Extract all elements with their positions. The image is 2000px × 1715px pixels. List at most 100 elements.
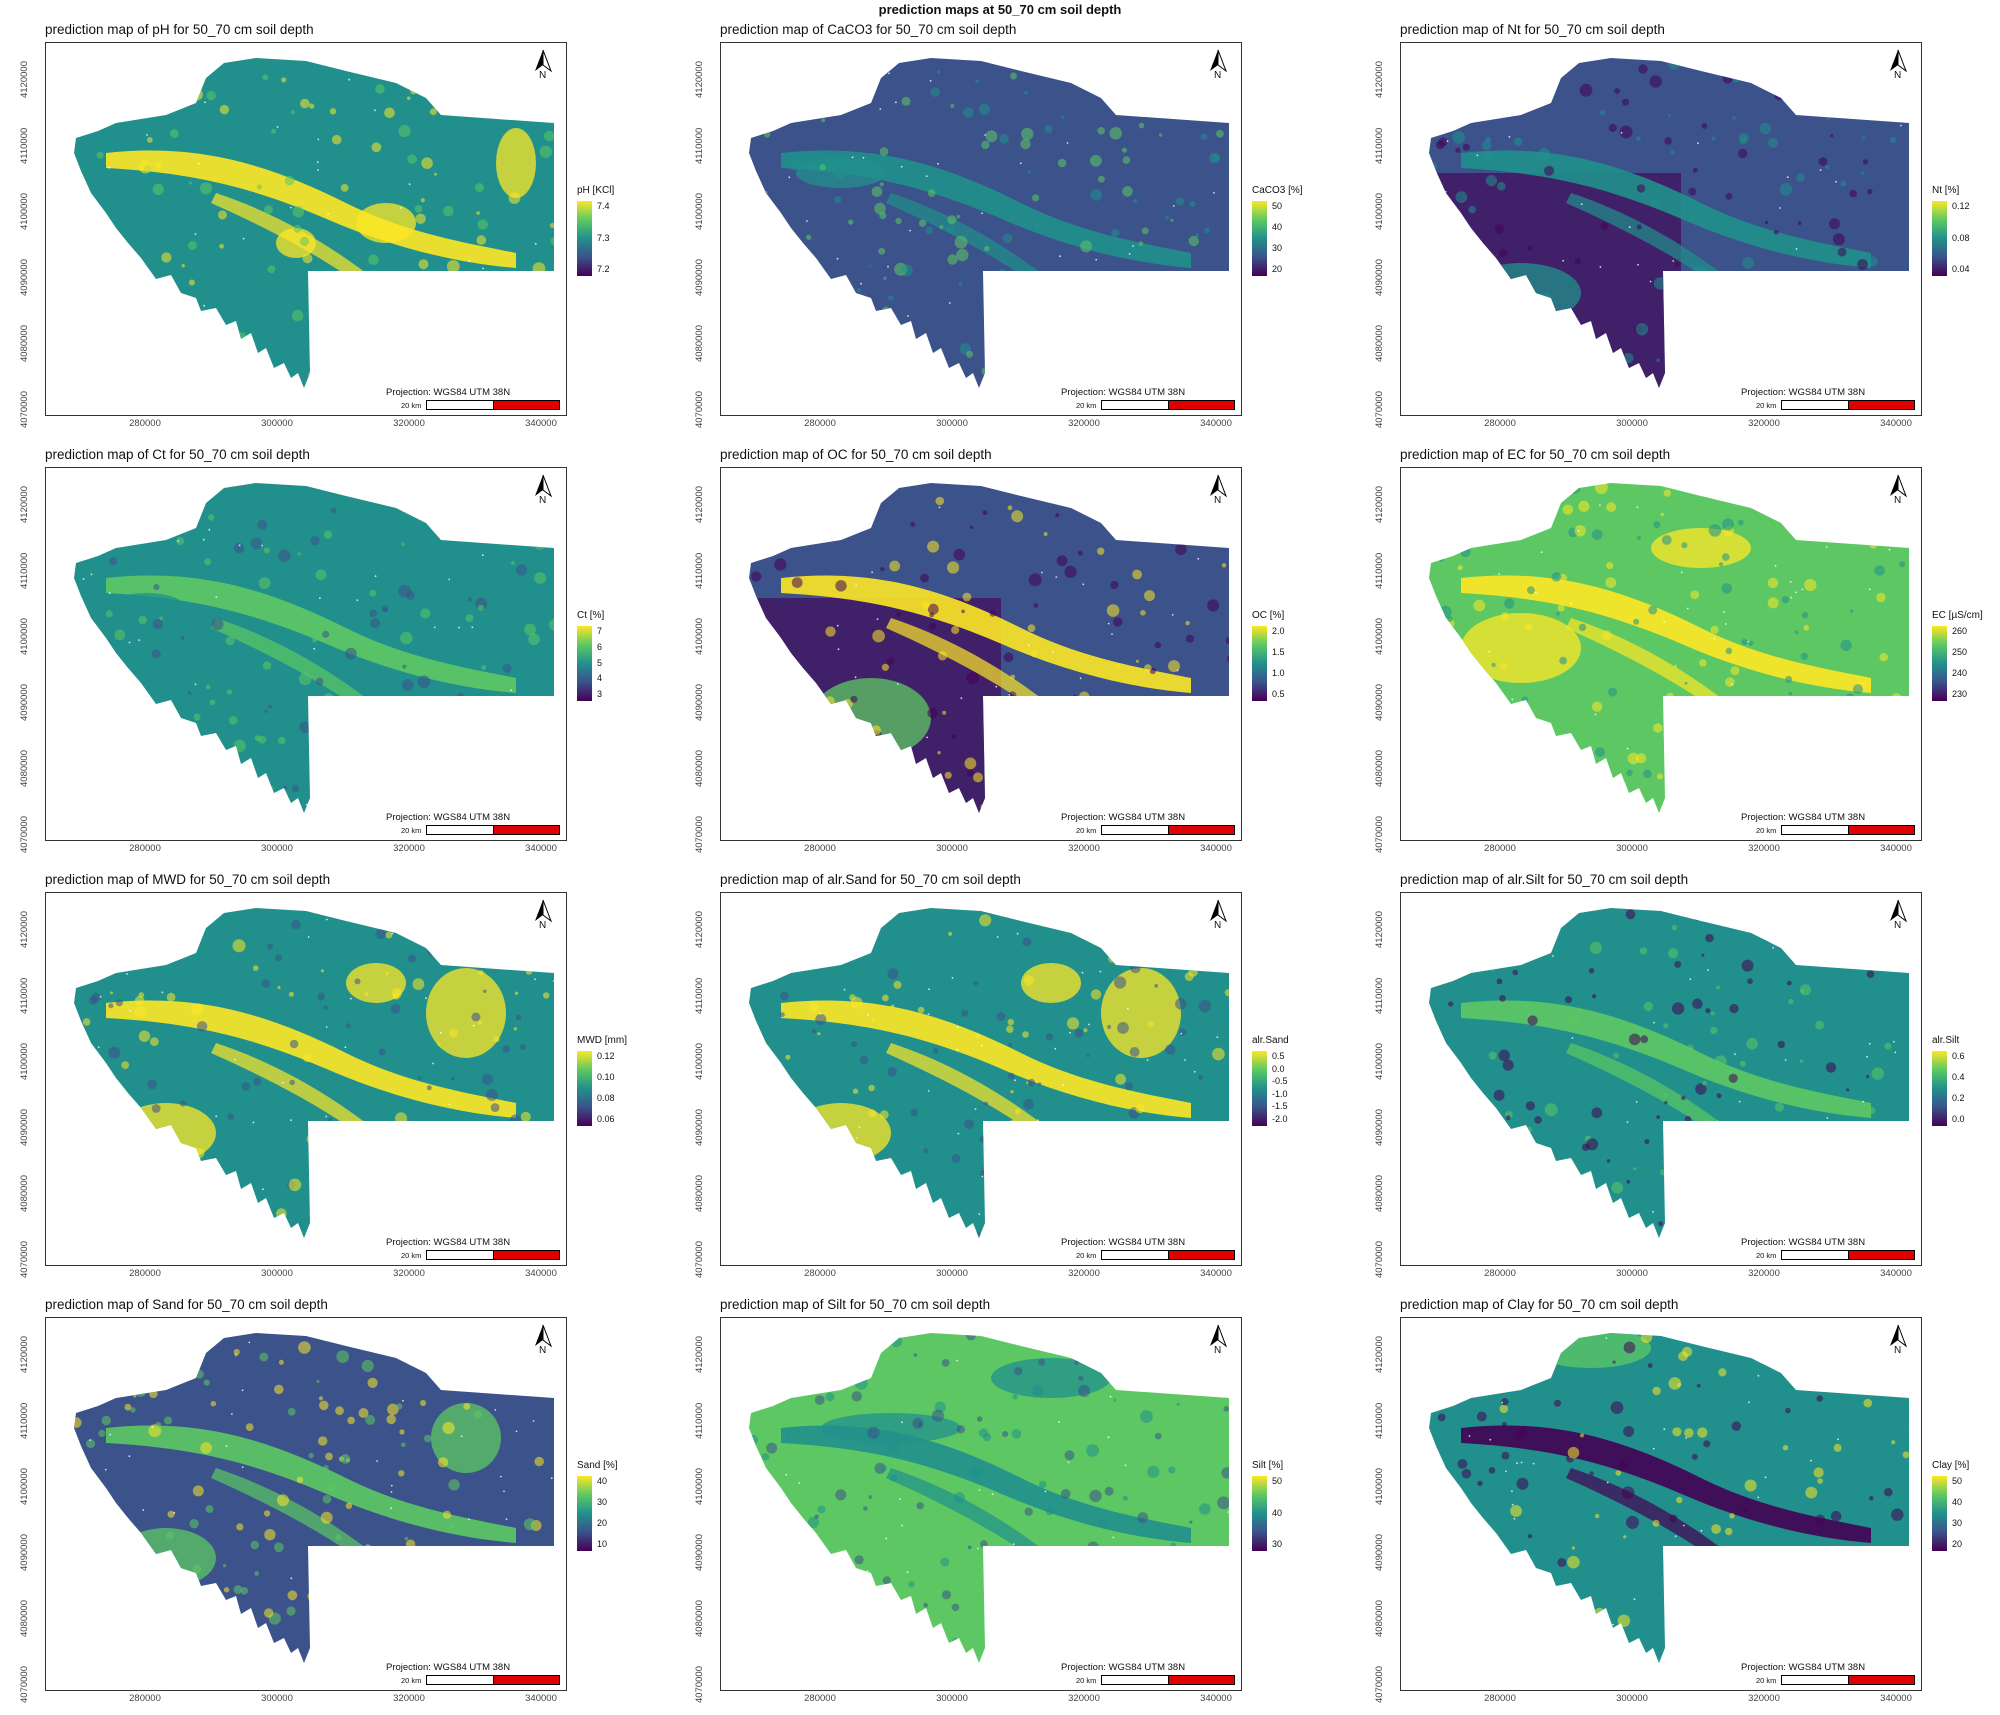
legend-colorbar <box>577 1051 592 1126</box>
study-area <box>1429 1333 1909 1663</box>
y-tick-label: 4080000 <box>19 750 30 787</box>
x-tick-label: 320000 <box>1748 1693 1780 1704</box>
legend-colorbar <box>1252 1476 1267 1551</box>
scale-bar <box>1101 1675 1235 1685</box>
scale-label: 20 km <box>1076 401 1097 410</box>
legend-colorbar <box>1252 626 1267 701</box>
x-tick-label: 320000 <box>393 843 425 854</box>
raster-map <box>749 908 1229 1238</box>
y-tick-label: 4110000 <box>1374 552 1385 589</box>
y-tick-label: 4110000 <box>1374 1402 1385 1439</box>
x-tick-label: 300000 <box>1616 418 1648 429</box>
x-tick-label: 320000 <box>1748 418 1780 429</box>
legend-title: CaCO3 [%] <box>1252 185 1303 196</box>
y-tick-label: 4120000 <box>694 1336 705 1373</box>
map-panel: prediction map of Nt for 50_70 cm soil d… <box>1355 20 2000 440</box>
y-tick-label: 4070000 <box>19 1241 30 1278</box>
y-tick-label: 4110000 <box>694 552 705 589</box>
map-frame: N Projection: WGS84 UTM 38N 20 km <box>1400 892 1922 1266</box>
legend-tick-label: 0.5 <box>1272 1051 1285 1061</box>
scale-bar <box>1101 400 1235 410</box>
y-tick-label: 4110000 <box>19 1402 30 1439</box>
x-tick-label: 300000 <box>1616 1693 1648 1704</box>
y-tick-label: 4110000 <box>19 552 30 589</box>
legend-tick-label: 7 <box>597 626 603 636</box>
y-tick-label: 4070000 <box>19 1666 30 1703</box>
map-panel: prediction map of EC for 50_70 cm soil d… <box>1355 445 2000 865</box>
y-tick-label: 4090000 <box>1374 1109 1385 1146</box>
north-arrow-icon: N <box>1207 1324 1229 1358</box>
projection-label: Projection: WGS84 UTM 38N <box>1741 1237 1866 1248</box>
scale-bar <box>426 400 560 410</box>
legend-colorbar <box>1932 201 1947 276</box>
y-tick-label: 4080000 <box>1374 1175 1385 1212</box>
y-tick-label: 4080000 <box>1374 750 1385 787</box>
study-area <box>749 1333 1229 1663</box>
legend-tick-label: -1.0 <box>1272 1088 1288 1099</box>
map-frame: N Projection: WGS84 UTM 38N 20 km <box>45 1317 567 1691</box>
y-tick-label: 4080000 <box>1374 1600 1385 1637</box>
north-label: N <box>1894 70 1902 81</box>
x-tick-label: 300000 <box>936 1693 968 1704</box>
x-tick-label: 280000 <box>804 1268 836 1279</box>
y-tick-label: 4080000 <box>694 325 705 362</box>
legend-tick-label: -0.5 <box>1272 1076 1288 1087</box>
legend-tick-label: 0.0 <box>1272 1063 1285 1074</box>
y-tick-label: 4100000 <box>1374 1468 1385 1505</box>
panel-title: prediction map of Ct for 50_70 cm soil d… <box>45 447 310 462</box>
y-tick-label: 4070000 <box>1374 1666 1385 1703</box>
panel-title: prediction map of pH for 50_70 cm soil d… <box>45 22 314 37</box>
legend-tick-label: 0.04 <box>1952 264 1970 274</box>
x-tick-label: 280000 <box>804 1693 836 1704</box>
x-tick-label: 280000 <box>1484 418 1516 429</box>
projection-label: Projection: WGS84 UTM 38N <box>1741 812 1866 823</box>
north-arrow-icon: N <box>1887 899 1909 933</box>
scale-bar <box>426 1675 560 1685</box>
y-tick-label: 4080000 <box>694 1175 705 1212</box>
legend-colorbar <box>1932 626 1947 701</box>
map-panel: prediction map of pH for 50_70 cm soil d… <box>0 20 660 440</box>
projection-label: Projection: WGS84 UTM 38N <box>386 1237 511 1248</box>
legend-tick-label: 0.12 <box>1952 201 1970 211</box>
legend-title: pH [KCl] <box>577 185 615 196</box>
projection-label: Projection: WGS84 UTM 38N <box>1741 1662 1866 1673</box>
y-tick-label: 4090000 <box>19 259 30 296</box>
y-tick-label: 4070000 <box>19 816 30 853</box>
north-label: N <box>1894 1345 1902 1356</box>
north-label: N <box>1214 1345 1222 1356</box>
map-panel: prediction map of Ct for 50_70 cm soil d… <box>0 445 660 865</box>
x-tick-label: 300000 <box>261 843 293 854</box>
legend-tick-label: 0.08 <box>597 1093 615 1103</box>
legend-tick-label: 20 <box>1272 264 1283 274</box>
legend-title: EC [µS/cm] <box>1932 610 1983 621</box>
scale-label: 20 km <box>1756 826 1777 835</box>
y-tick-label: 4070000 <box>1374 816 1385 853</box>
map-frame: N Projection: WGS84 UTM 38N 20 km <box>1400 467 1922 841</box>
study-area <box>1429 483 1909 813</box>
north-arrow-icon: N <box>1207 899 1229 933</box>
scale-label: 20 km <box>1756 1251 1777 1260</box>
map-panel: prediction map of MWD for 50_70 cm soil … <box>0 870 660 1290</box>
x-tick-label: 320000 <box>1068 843 1100 854</box>
x-tick-label: 320000 <box>1068 1268 1100 1279</box>
scale-bar <box>426 1250 560 1260</box>
north-arrow-icon: N <box>1887 474 1909 508</box>
x-tick-label: 280000 <box>129 1693 161 1704</box>
y-tick-label: 4120000 <box>1374 911 1385 948</box>
y-tick-label: 4090000 <box>694 684 705 721</box>
scale-label: 20 km <box>1756 1676 1777 1685</box>
legend-tick-label: 30 <box>1272 1539 1283 1549</box>
y-tick-label: 4090000 <box>19 1109 30 1146</box>
north-label: N <box>1894 920 1902 931</box>
legend-tick-label: 3 <box>597 689 603 699</box>
legend-tick-label: 20 <box>1952 1539 1963 1549</box>
map-frame: N Projection: WGS84 UTM 38N 20 km <box>720 1317 1242 1691</box>
x-tick-label: 280000 <box>1484 843 1516 854</box>
map-panel: prediction map of Silt for 50_70 cm soil… <box>675 1295 1335 1715</box>
x-tick-label: 340000 <box>525 418 557 429</box>
raster-map <box>749 58 1229 388</box>
y-tick-label: 4090000 <box>1374 259 1385 296</box>
legend-tick-label: 0.08 <box>1952 232 1970 243</box>
legend-tick-label: 0.2 <box>1952 1093 1965 1103</box>
panel-title: prediction map of MWD for 50_70 cm soil … <box>45 872 331 887</box>
